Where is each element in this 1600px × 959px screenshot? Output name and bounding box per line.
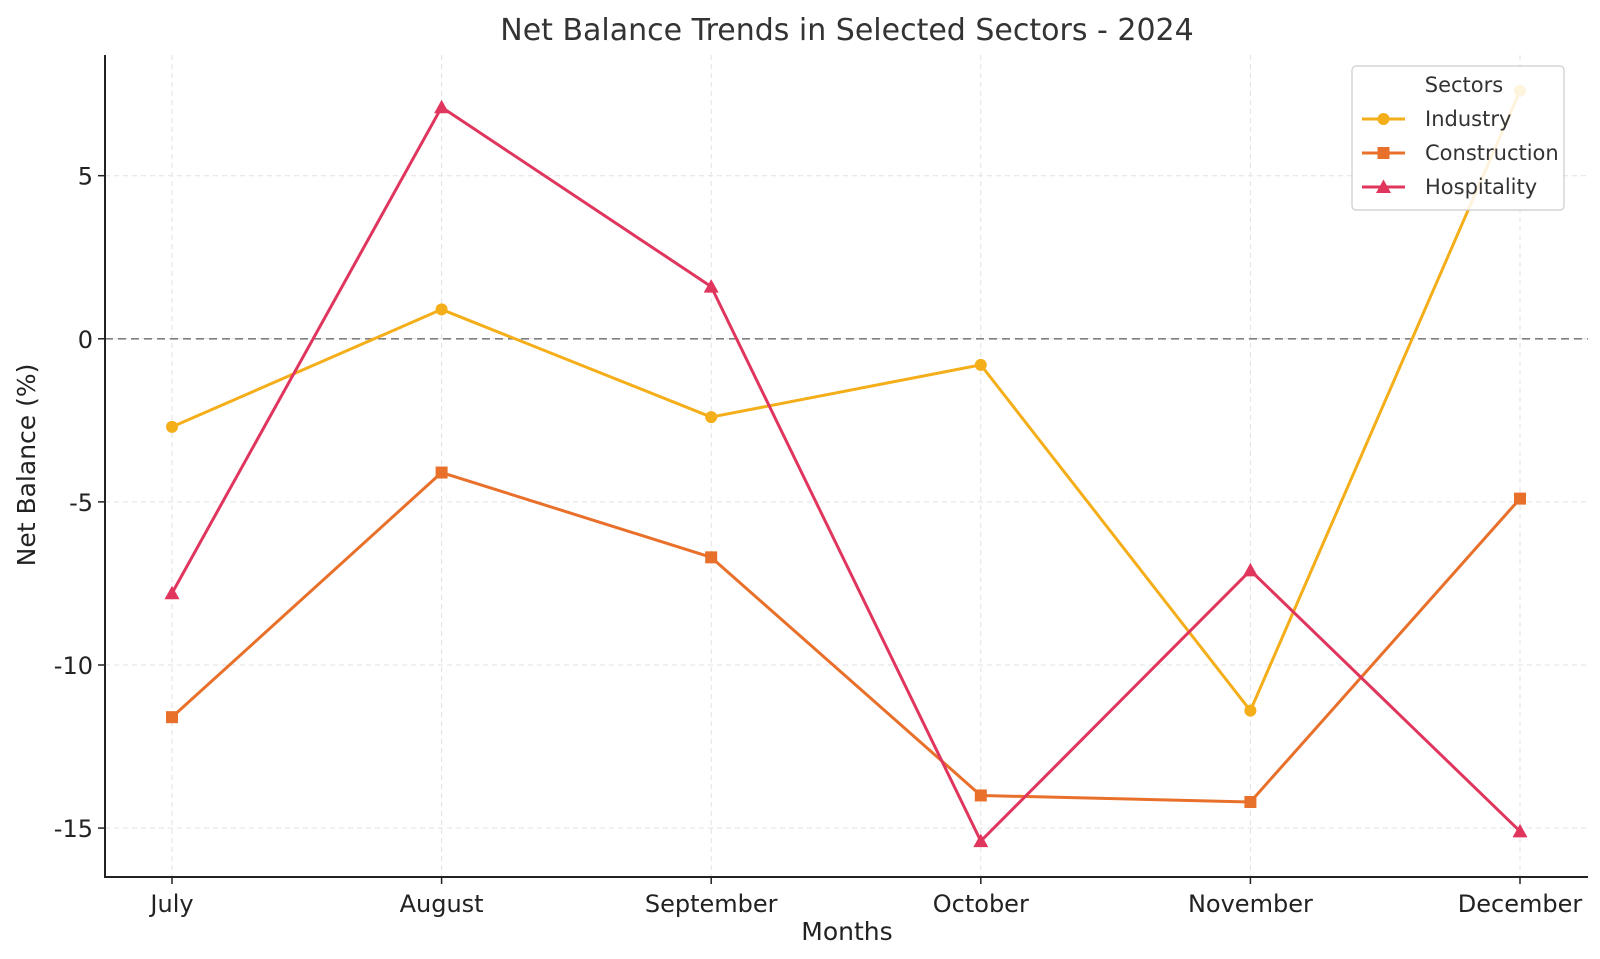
legend-items: Industry Construction Hospitality [1362,107,1559,199]
axes [98,55,1588,884]
data-point-hospitality [973,833,989,848]
x-axis-label: Months [801,917,892,946]
x-tick-label: September [645,890,778,918]
legend: Sectors Industry Construction Hospitality [1351,65,1565,211]
x-tick-label: August [400,890,484,918]
tick-labels: July August September October November Decemb… [54,163,1583,918]
x-tick-label: November [1188,890,1313,918]
series [164,84,1528,848]
legend-item-hospitality: Hospitality [1362,175,1537,199]
series-hospitality [164,99,1528,848]
y-tick-label: 0 [78,326,93,354]
x-tick-label: December [1458,890,1583,918]
legend-marker-hospitality [1376,179,1391,193]
y-axis-label: Net Balance (%) [12,364,41,567]
series-construction [166,466,1526,808]
data-point-industry [166,420,178,433]
legend-item-industry: Industry [1362,107,1511,131]
data-point-construction [705,551,718,564]
series-line-hospitality [170,105,1522,843]
data-point-hospitality [164,585,180,600]
y-tick-label: -10 [54,652,93,680]
legend-title: Sectors [1425,73,1503,97]
data-point-hospitality [703,279,719,293]
data-point-construction [974,789,987,802]
data-point-hospitality [1242,562,1258,577]
data-point-industry [1244,704,1257,717]
data-point-hospitality [434,99,450,114]
data-point-construction [1244,795,1257,808]
legend-label-industry: Industry [1425,107,1511,131]
series-line-construction [170,471,1522,804]
data-point-hospitality [1512,823,1528,838]
data-point-construction [435,466,448,479]
legend-label-hospitality: Hospitality [1425,175,1537,199]
legend-item-construction: Construction [1362,141,1559,165]
data-point-industry [974,358,987,371]
data-point-industry [435,303,448,316]
legend-marker-industry [1377,113,1390,125]
legend-marker-construction [1377,147,1390,159]
data-point-industry [705,411,718,424]
data-point-construction [166,711,178,724]
y-tick-label: 5 [78,163,93,191]
x-tick-label: October [933,890,1029,918]
y-tick-label: -15 [54,815,93,843]
x-tick-label: July [148,890,193,918]
y-tick-label: -5 [69,489,93,517]
legend-label-construction: Construction [1425,141,1559,165]
data-point-construction [1514,492,1526,505]
legend-box [1351,65,1565,211]
series-line-industry [170,89,1522,713]
chart-title: Net Balance Trends in Selected Sectors -… [500,13,1193,48]
